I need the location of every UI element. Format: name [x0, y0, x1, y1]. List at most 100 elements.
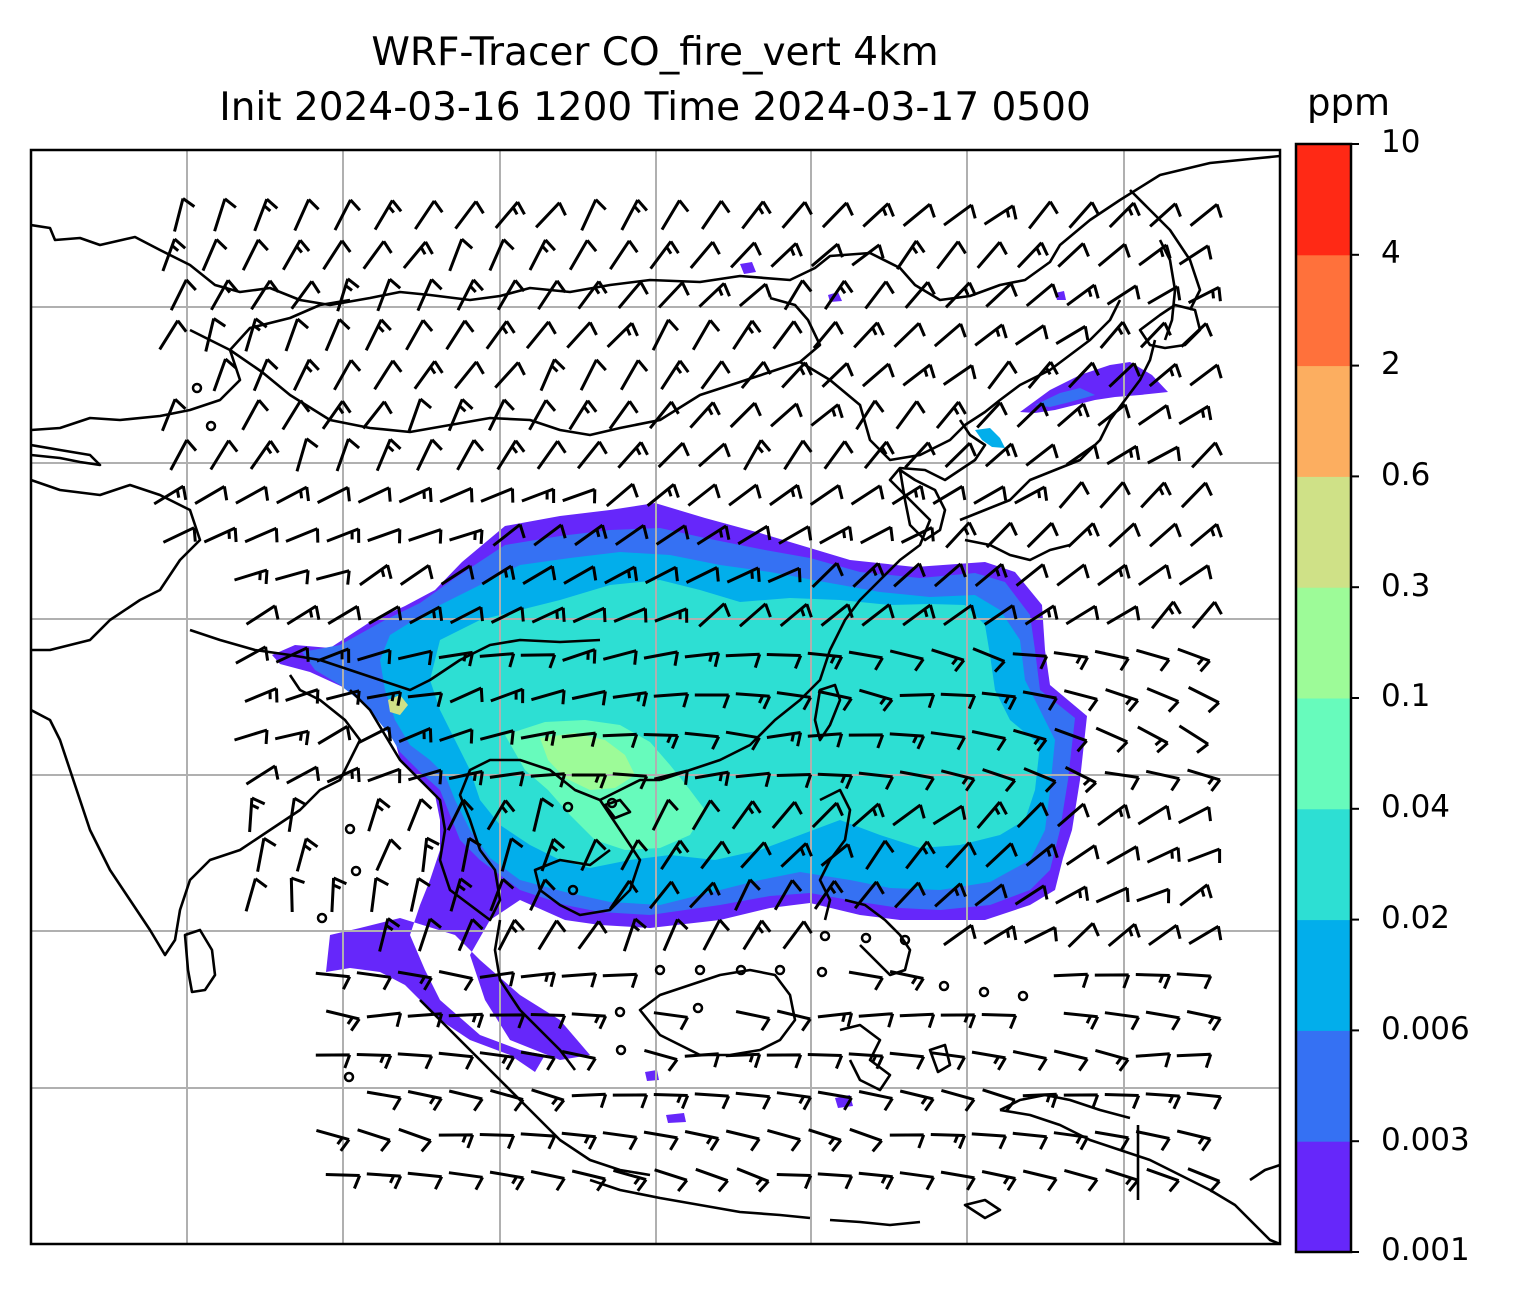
wind-barb	[766, 731, 803, 747]
wind-barb	[734, 878, 761, 911]
wind-barb	[407, 798, 433, 832]
wind-barb	[1140, 481, 1172, 509]
wind-barb	[289, 876, 305, 913]
wind-barb	[1108, 362, 1141, 388]
wind-barb	[572, 606, 607, 624]
wind-barb	[407, 1012, 444, 1028]
wind-barb	[776, 773, 813, 789]
wind-barb	[357, 725, 392, 745]
wind-barb	[644, 565, 679, 585]
wind-barb	[702, 918, 731, 951]
wind-barb	[689, 881, 721, 909]
wind-barb	[933, 322, 967, 348]
wind-barb	[409, 877, 431, 912]
wind-barb	[1106, 605, 1141, 625]
wind-barb	[740, 841, 772, 869]
wind-barb	[821, 201, 854, 229]
wind-barb	[620, 199, 649, 231]
wind-barb	[1137, 404, 1172, 426]
wind-barb	[643, 733, 680, 749]
wind-barb	[398, 486, 433, 504]
wind-barb	[325, 689, 361, 705]
wind-barb	[407, 691, 444, 708]
wind-barb	[1099, 321, 1131, 349]
wind-barb	[985, 521, 1018, 549]
wind-barb	[1178, 244, 1213, 266]
wind-barb	[1189, 363, 1223, 387]
wind-barb	[687, 483, 721, 507]
wind-barb	[398, 727, 433, 743]
wind-barb	[982, 1088, 1017, 1113]
wind-barb	[766, 1128, 802, 1152]
wind-barb	[973, 485, 1008, 505]
wind-barb	[725, 730, 761, 751]
wind-barb	[982, 768, 1017, 793]
wind-barb	[776, 1009, 812, 1032]
wind-barb	[486, 799, 516, 831]
wind-barb	[244, 687, 279, 703]
wind-barb	[397, 970, 433, 991]
wind-barb	[336, 277, 360, 312]
wind-barb	[858, 1012, 895, 1028]
wind-barb	[698, 602, 731, 628]
wind-barb	[1104, 1011, 1140, 1031]
coast-philippines-luzon	[818, 788, 852, 921]
calm-wind-marker	[1017, 990, 1029, 1002]
wind-barb	[771, 801, 803, 829]
wind-barb	[849, 1127, 883, 1153]
wind-barb	[862, 202, 895, 228]
wind-barb	[811, 801, 844, 829]
wind-barb	[256, 837, 277, 872]
wind-barb	[813, 880, 844, 910]
wind-barb	[494, 201, 526, 229]
wind-barb	[373, 359, 403, 391]
wind-barb	[333, 359, 362, 391]
coastlines	[31, 154, 1280, 1244]
wind-barb	[974, 883, 1008, 907]
wind-barb	[943, 203, 977, 227]
wind-barb	[700, 200, 731, 230]
wind-barb	[732, 319, 762, 351]
wind-barb	[1022, 1092, 1059, 1109]
wind-barb	[373, 199, 403, 231]
wind-barb	[409, 605, 444, 625]
wind-barb	[448, 1171, 484, 1191]
wind-barb	[782, 920, 813, 950]
wind-barb	[366, 1011, 403, 1028]
wind-barb	[807, 732, 844, 748]
wind-barb	[660, 359, 690, 391]
wind-barb	[438, 970, 474, 992]
wind-barb	[620, 839, 649, 871]
wind-barb	[653, 1011, 689, 1031]
wind-barb	[1148, 362, 1182, 388]
wind-barb	[899, 770, 935, 791]
wind-barb	[566, 321, 598, 349]
wind-barb	[275, 646, 310, 664]
wind-barb	[529, 878, 556, 912]
wind-barb	[367, 527, 402, 544]
wind-barb	[655, 524, 690, 546]
wind-barb	[1179, 883, 1213, 907]
wind-barb	[725, 1129, 761, 1152]
wind-barb	[1028, 200, 1059, 230]
wind-barb	[399, 564, 434, 586]
wind-barb	[378, 917, 401, 952]
wind-barb	[317, 725, 352, 745]
wind-barb	[971, 1050, 1007, 1071]
wind-barb	[823, 440, 854, 470]
wind-barb	[212, 357, 238, 392]
wind-barb	[602, 972, 639, 989]
wind-barb	[315, 569, 351, 585]
wind-barb	[944, 281, 977, 309]
wind-barb	[971, 1132, 1008, 1150]
wind-barb	[976, 401, 1008, 429]
wind-barb	[210, 279, 239, 311]
coast-philippines-south	[844, 898, 912, 977]
wind-barb	[285, 688, 320, 704]
wind-barb	[612, 691, 649, 707]
wind-barb	[1099, 481, 1131, 509]
wind-barb	[1012, 652, 1049, 670]
wind-barb	[235, 645, 270, 665]
wind-barb	[479, 1133, 516, 1150]
